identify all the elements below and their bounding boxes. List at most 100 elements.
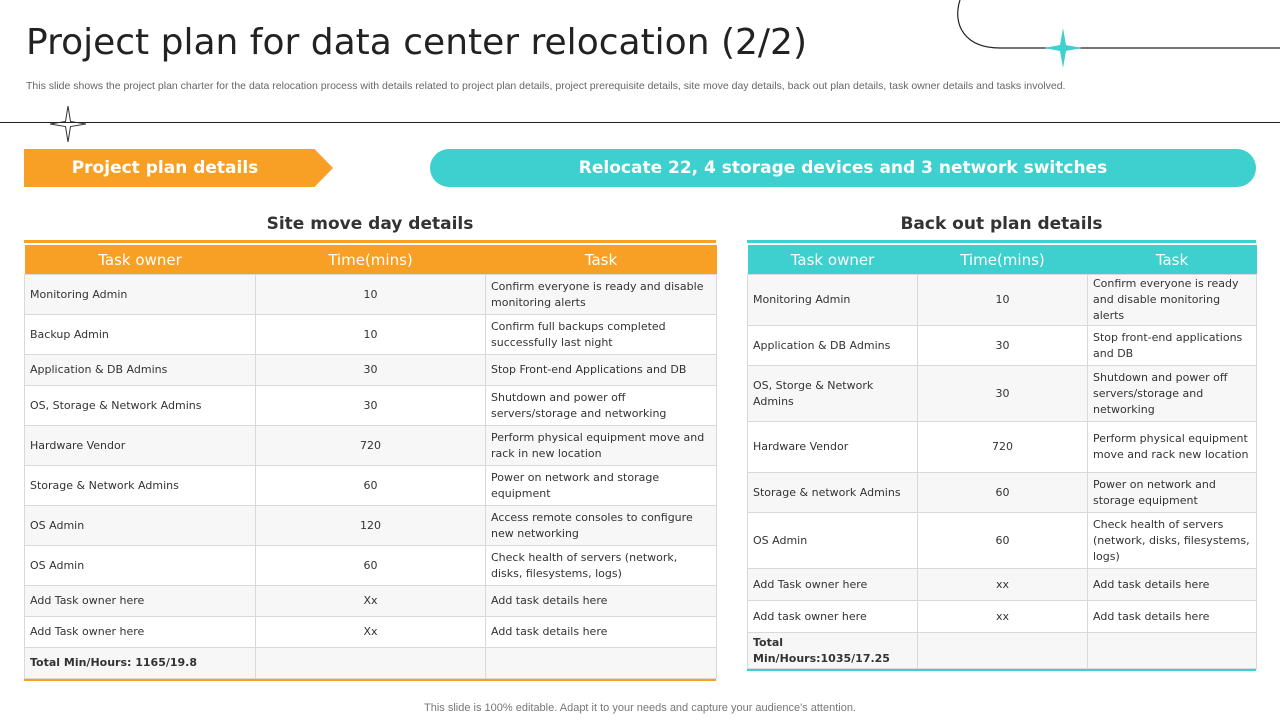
task-owner-cell: Application & DB Admins bbox=[24, 354, 256, 386]
table-row: OS Admin 120 Access remote consoles to c… bbox=[24, 505, 717, 546]
task-owner-cell: Add Task owner here bbox=[24, 585, 256, 617]
task-cell: Check health of servers (network, disks,… bbox=[485, 545, 717, 586]
task-cell: Power on network and storage equipment bbox=[485, 465, 717, 506]
col-header-task: Task bbox=[485, 245, 717, 275]
task-cell: Perform physical equipment move and rack… bbox=[485, 425, 717, 466]
task-owner-cell: Add task owner here bbox=[747, 600, 918, 633]
time-cell: 60 bbox=[917, 512, 1088, 569]
task-cell: Confirm full backups completed successfu… bbox=[485, 314, 717, 355]
table-row: Storage & network Admins 60 Power on net… bbox=[747, 472, 1257, 513]
task-owner-cell: Backup Admin bbox=[24, 314, 256, 355]
project-plan-label: Project plan details bbox=[24, 149, 333, 187]
site-move-bottom-line bbox=[24, 679, 716, 681]
total-cell: Total Min/Hours: 1165/19.8 bbox=[24, 647, 256, 679]
table-row: Add Task owner here Xx Add task details … bbox=[24, 585, 717, 617]
table-row: Application & DB Admins 30 Stop front-en… bbox=[747, 325, 1257, 366]
site-move-table-wrap: Task owner Time(mins) Task Monitoring Ad… bbox=[24, 240, 717, 681]
footer-note: This slide is 100% editable. Adapt it to… bbox=[424, 702, 856, 714]
page-subtitle: This slide shows the project plan charte… bbox=[26, 80, 1066, 92]
time-cell: 10 bbox=[917, 274, 1088, 326]
task-owner-cell: Hardware Vendor bbox=[24, 425, 256, 466]
table-row: Monitoring Admin 10 Confirm everyone is … bbox=[747, 274, 1257, 326]
project-plan-label-text: Project plan details bbox=[71, 158, 259, 178]
project-plan-value: Relocate 22, 4 storage devices and 3 net… bbox=[430, 149, 1256, 187]
time-cell: 30 bbox=[917, 325, 1088, 366]
time-cell: 720 bbox=[255, 425, 486, 466]
total-cell: Total Min/Hours:1035/17.25 bbox=[747, 632, 918, 669]
time-cell: 30 bbox=[255, 385, 486, 426]
task-cell: Add task details here bbox=[1087, 568, 1257, 601]
table-row: Application & DB Admins 30 Stop Front-en… bbox=[24, 354, 717, 386]
time-cell: 60 bbox=[917, 472, 1088, 513]
empty-cell bbox=[917, 632, 1088, 669]
site-move-title: Site move day details bbox=[266, 214, 474, 234]
task-cell: Add task details here bbox=[485, 616, 717, 648]
task-owner-cell: Application & DB Admins bbox=[747, 325, 918, 366]
task-cell: Add task details here bbox=[1087, 600, 1257, 633]
task-cell: Shutdown and power off servers/storage a… bbox=[1087, 365, 1257, 422]
task-cell: Add task details here bbox=[485, 585, 717, 617]
table-row: OS Admin 60 Check health of servers (net… bbox=[24, 545, 717, 586]
task-cell: Confirm everyone is ready and disable mo… bbox=[1087, 274, 1257, 326]
task-cell: Check health of servers (network, disks,… bbox=[1087, 512, 1257, 569]
col-header-task-owner: Task owner bbox=[747, 245, 918, 275]
table-row: OS Admin 60 Check health of servers (net… bbox=[747, 512, 1257, 569]
task-cell: Shutdown and power off servers/storage a… bbox=[485, 385, 717, 426]
decorative-curve bbox=[957, 0, 1280, 49]
task-cell: Access remote consoles to configure new … bbox=[485, 505, 717, 546]
table-row: Monitoring Admin 10 Confirm everyone is … bbox=[24, 274, 717, 315]
table-row: Add Task owner here xx Add task details … bbox=[747, 568, 1257, 601]
table-row: Add task owner here xx Add task details … bbox=[747, 600, 1257, 633]
time-cell: Xx bbox=[255, 616, 486, 648]
table-row: Hardware Vendor 720 Perform physical equ… bbox=[747, 421, 1257, 473]
time-cell: 10 bbox=[255, 314, 486, 355]
site-move-table: Task owner Time(mins) Task Monitoring Ad… bbox=[24, 245, 717, 679]
task-cell: Confirm everyone is ready and disable mo… bbox=[485, 274, 717, 315]
time-cell: 10 bbox=[255, 274, 486, 315]
empty-cell bbox=[1087, 632, 1257, 669]
col-header-task: Task bbox=[1087, 245, 1257, 275]
task-owner-cell: OS Admin bbox=[24, 545, 256, 586]
time-cell: 30 bbox=[917, 365, 1088, 422]
table-row: Hardware Vendor 720 Perform physical equ… bbox=[24, 425, 717, 466]
table-row: OS, Storage & Network Admins 30 Shutdown… bbox=[24, 385, 717, 426]
back-out-table-wrap: Task owner Time(mins) Task Monitoring Ad… bbox=[747, 240, 1257, 671]
task-owner-cell: Storage & Network Admins bbox=[24, 465, 256, 506]
teal-sparkle-icon bbox=[1044, 28, 1082, 68]
col-header-time: Time(mins) bbox=[255, 245, 486, 275]
task-cell: Perform physical equipment move and rack… bbox=[1087, 421, 1257, 473]
back-out-title: Back out plan details bbox=[900, 214, 1103, 234]
task-owner-cell: Storage & network Admins bbox=[747, 472, 918, 513]
table-row: Backup Admin 10 Confirm full backups com… bbox=[24, 314, 717, 355]
time-cell: 30 bbox=[255, 354, 486, 386]
task-owner-cell: Monitoring Admin bbox=[24, 274, 256, 315]
task-cell: Stop Front-end Applications and DB bbox=[485, 354, 717, 386]
task-cell: Power on network and storage equipment bbox=[1087, 472, 1257, 513]
task-owner-cell: Add Task owner here bbox=[747, 568, 918, 601]
col-header-task-owner: Task owner bbox=[24, 245, 256, 275]
time-cell: Xx bbox=[255, 585, 486, 617]
total-row: Total Min/Hours:1035/17.25 bbox=[747, 632, 1257, 669]
project-plan-value-text: Relocate 22, 4 storage devices and 3 net… bbox=[578, 158, 1108, 178]
empty-cell bbox=[485, 647, 717, 679]
task-owner-cell: Monitoring Admin bbox=[747, 274, 918, 326]
time-cell: xx bbox=[917, 568, 1088, 601]
table-row: OS, Storge & Network Admins 30 Shutdown … bbox=[747, 365, 1257, 422]
task-owner-cell: Hardware Vendor bbox=[747, 421, 918, 473]
time-cell: 120 bbox=[255, 505, 486, 546]
empty-cell bbox=[255, 647, 486, 679]
time-cell: 720 bbox=[917, 421, 1088, 473]
back-out-bottom-line bbox=[747, 669, 1256, 671]
table-row: Add Task owner here Xx Add task details … bbox=[24, 616, 717, 648]
page-title: Project plan for data center relocation … bbox=[26, 22, 807, 63]
outline-sparkle-icon bbox=[50, 106, 86, 142]
back-out-table: Task owner Time(mins) Task Monitoring Ad… bbox=[747, 245, 1257, 669]
task-owner-cell: OS Admin bbox=[24, 505, 256, 546]
time-cell: xx bbox=[917, 600, 1088, 633]
table-row: Storage & Network Admins 60 Power on net… bbox=[24, 465, 717, 506]
task-owner-cell: OS, Storage & Network Admins bbox=[24, 385, 256, 426]
time-cell: 60 bbox=[255, 465, 486, 506]
task-cell: Stop front-end applications and DB bbox=[1087, 325, 1257, 366]
task-owner-cell: Add Task owner here bbox=[24, 616, 256, 648]
total-row: Total Min/Hours: 1165/19.8 bbox=[24, 647, 717, 679]
